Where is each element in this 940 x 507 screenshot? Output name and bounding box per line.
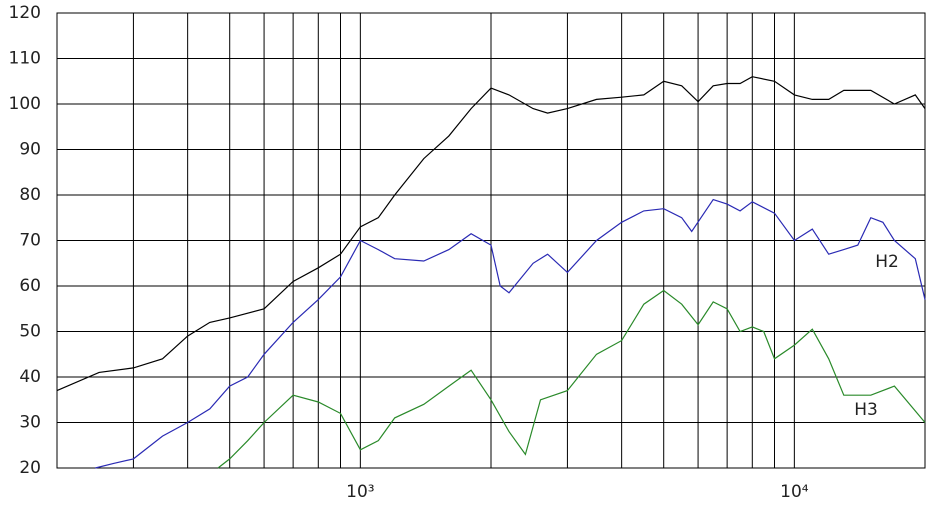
y-tick-label: 120 — [9, 3, 41, 23]
series-line — [56, 76, 926, 392]
series-line — [95, 198, 926, 469]
y-tick-label: 50 — [19, 322, 41, 342]
series-label: H2 — [875, 252, 899, 272]
y-tick-label: 110 — [9, 49, 41, 69]
y-tick-label: 70 — [19, 231, 41, 251]
y-tick-label: 40 — [19, 367, 41, 387]
y-tick-label: 90 — [19, 140, 41, 160]
y-tick-label: 60 — [19, 276, 41, 296]
x-tick-label: 10³ — [346, 482, 374, 502]
y-tick-label: 30 — [19, 413, 41, 433]
y-tick-label: 100 — [9, 94, 41, 114]
series-line — [217, 289, 926, 469]
y-tick-label: 80 — [19, 185, 41, 205]
y-tick-label: 20 — [19, 458, 41, 478]
series-label: H3 — [854, 400, 878, 420]
x-tick-label: 10⁴ — [780, 482, 809, 502]
